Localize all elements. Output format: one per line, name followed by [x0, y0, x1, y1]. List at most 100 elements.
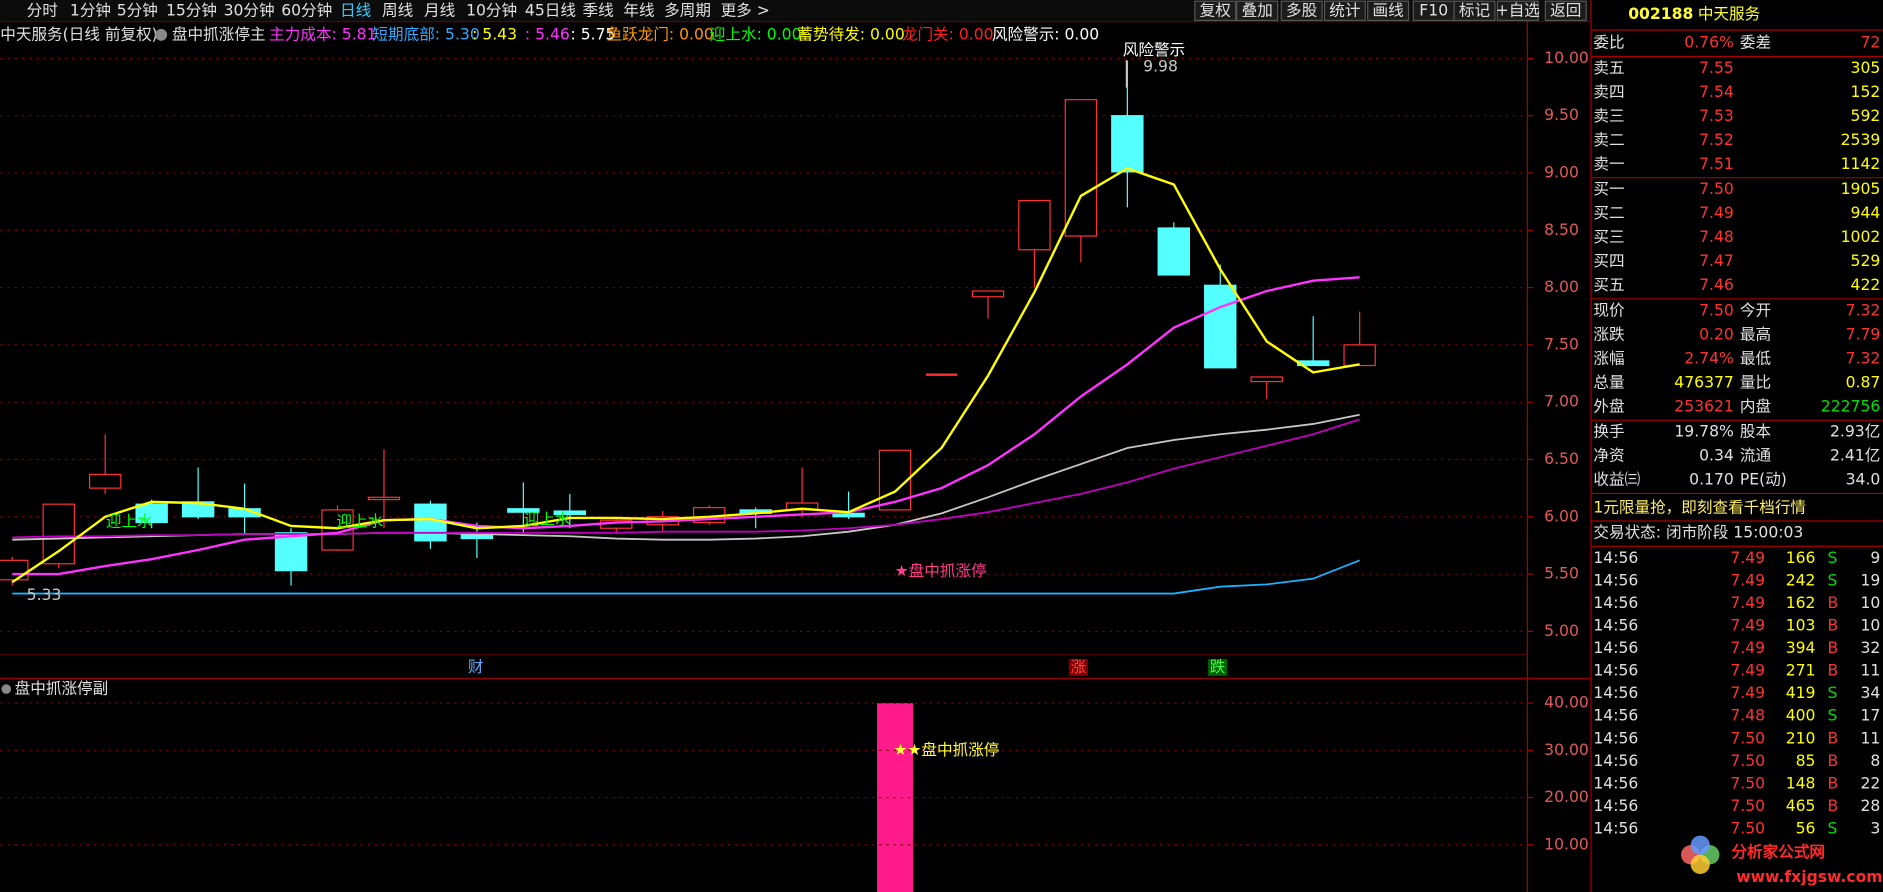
quote-cell: 7.49	[1699, 204, 1734, 222]
period-tab[interactable]: 日线	[340, 1, 372, 19]
watermark-logo	[1690, 835, 1710, 855]
period-tab[interactable]: 周线	[382, 1, 414, 19]
stat-label: 股本	[1740, 423, 1772, 441]
candle-body	[88, 473, 122, 489]
quote-cell: 7.50	[1699, 180, 1734, 198]
quote-cell: 17	[1860, 707, 1880, 725]
toolbar-button[interactable]: +自选	[1496, 1, 1541, 19]
legend-item: 鱼跃龙门: 0.00	[607, 25, 714, 43]
toolbar-button-frame[interactable]	[1236, 0, 1279, 22]
quote-cell: 7.49	[1730, 662, 1765, 680]
quote-cell: 394	[1786, 639, 1816, 657]
quote-cell: 7.49	[1730, 594, 1765, 612]
y-tick-label: 9.00	[1544, 163, 1579, 181]
legend-item: : 5.46	[525, 25, 570, 43]
candle-body	[971, 290, 1005, 298]
period-tab[interactable]: 更多 >	[721, 1, 770, 19]
indicator-icon	[155, 28, 168, 41]
period-tab[interactable]: 45日线	[525, 1, 576, 19]
quote-cell: B	[1827, 639, 1838, 657]
quote-cell: 14:56	[1593, 684, 1638, 702]
quote-cell: 买五	[1593, 276, 1624, 294]
toolbar-button-frame[interactable]	[1280, 0, 1323, 22]
quote-cell: 14:56	[1593, 616, 1638, 634]
stat-label: 总量	[1593, 373, 1624, 391]
annotation: 9.98	[1143, 58, 1178, 76]
quote-cell: 7.48	[1730, 707, 1765, 725]
quote-cell: 166	[1786, 549, 1816, 567]
quote-cell: 买三	[1593, 228, 1624, 246]
indicator-line	[12, 559, 1360, 595]
quote-cell: 卖一	[1593, 155, 1624, 173]
toolbar-button[interactable]: 统计	[1329, 1, 1360, 19]
quote-cell: B	[1827, 752, 1838, 770]
candle-body	[1111, 115, 1144, 173]
period-tab[interactable]: 15分钟	[166, 1, 217, 19]
period-tab[interactable]: 季线	[583, 1, 615, 19]
stat-label: 最高	[1740, 325, 1771, 343]
candle-body	[1343, 344, 1376, 367]
period-tab[interactable]: 多周期	[664, 1, 711, 19]
quote-cell: 委比	[1593, 34, 1624, 52]
period-tab[interactable]: 60分钟	[281, 1, 332, 19]
y-tick-label: 10.00	[1544, 49, 1589, 67]
annotation: 风险警示	[1123, 41, 1185, 59]
y-tick-label: 6.50	[1544, 450, 1579, 468]
toolbar-button[interactable]: F10	[1419, 1, 1448, 19]
toolbar-button-frame[interactable]	[1367, 0, 1410, 22]
quote-cell: 14:56	[1593, 729, 1638, 747]
y-tick-label: 5.50	[1544, 565, 1579, 583]
quote-cell: 7.50	[1730, 820, 1765, 838]
quote-cell: 1002	[1841, 228, 1881, 246]
toolbar-button-frame[interactable]	[1544, 0, 1587, 22]
quote-cell: 529	[1851, 252, 1881, 270]
period-tab[interactable]: 5分钟	[117, 1, 158, 19]
candle-body	[1157, 227, 1191, 276]
quote-cell: 85	[1796, 752, 1816, 770]
quote-cell: 14:56	[1593, 594, 1638, 612]
quote-cell: S	[1827, 571, 1837, 589]
candle-body	[1018, 199, 1051, 251]
toolbar-button-frame[interactable]	[1453, 0, 1496, 22]
marker: 跌	[1210, 658, 1226, 676]
toolbar-button[interactable]: 返回	[1550, 1, 1581, 19]
toolbar-button[interactable]: 复权	[1200, 1, 1232, 19]
stat-label: 净资	[1593, 447, 1624, 465]
quote-cell: B	[1827, 797, 1838, 815]
stat-label: 收益㈢	[1593, 471, 1640, 489]
toolbar-button[interactable]: 标记	[1459, 1, 1490, 19]
period-tab[interactable]: 10分钟	[466, 1, 517, 19]
y-tick-label: 7.50	[1544, 335, 1579, 353]
quote-cell: 944	[1851, 204, 1881, 222]
quote-cell: 242	[1786, 571, 1816, 589]
toolbar-button[interactable]: 多股	[1286, 1, 1318, 19]
y-tick-label: 10.00	[1544, 835, 1589, 853]
y-tick-label: 30.00	[1544, 741, 1589, 759]
toolbar-button-frame[interactable]	[1496, 0, 1539, 22]
period-tab[interactable]: 1分钟	[70, 1, 111, 19]
quote-cell: 10	[1860, 594, 1880, 612]
toolbar-button-frame[interactable]	[1194, 0, 1237, 22]
marker-box	[1208, 659, 1228, 676]
toolbar-button[interactable]: 画线	[1372, 1, 1404, 19]
panel-dividers	[1590, 29, 1883, 547]
quote-cell: B	[1827, 594, 1838, 612]
sub-icon	[1, 684, 12, 694]
stat-value: 7.32	[1846, 301, 1881, 319]
toolbar-button-frame[interactable]	[1323, 0, 1366, 22]
promo[interactable]: 1元限量抢，即刻查看千档行情	[1593, 498, 1806, 516]
period-tab[interactable]: 月线	[424, 1, 456, 19]
toolbar-button[interactable]: 叠加	[1242, 1, 1273, 19]
stat-value: 34.0	[1846, 471, 1881, 489]
legend-item: : 5.75	[571, 25, 616, 43]
quote-cell: 422	[1851, 276, 1881, 294]
y-tick-label: 7.00	[1544, 393, 1579, 411]
annotation: 迎上水	[106, 513, 153, 531]
quote-cell: 419	[1786, 684, 1816, 702]
y-tick-label: 5.00	[1544, 622, 1579, 640]
quote-cell: 7.50	[1730, 729, 1765, 747]
period-tab[interactable]: 30分钟	[224, 1, 275, 19]
period-tab[interactable]: 分时	[27, 1, 58, 19]
period-tab[interactable]: 年线	[623, 1, 655, 19]
quote-cell: 7.54	[1699, 83, 1734, 101]
